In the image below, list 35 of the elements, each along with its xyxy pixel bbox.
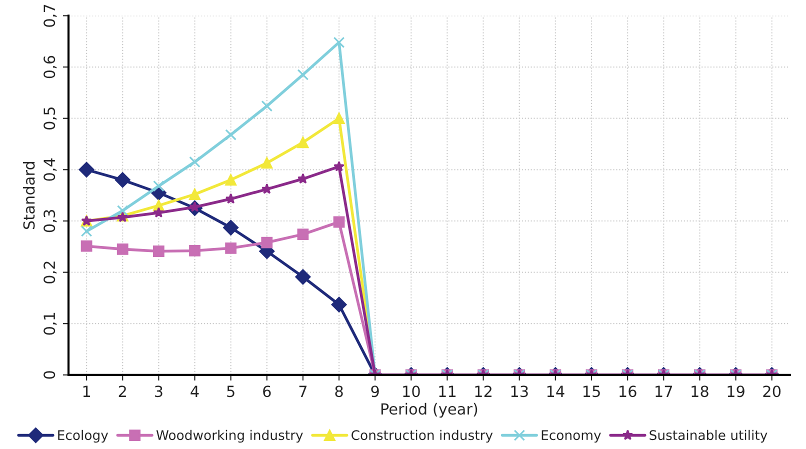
x-tick-label: 11 [439, 386, 456, 397]
x-tick-label: 7 [299, 386, 307, 397]
y-tick-label: 0,5 [44, 108, 57, 130]
y-tick-label: 0,1 [44, 312, 57, 335]
x-axis-title: Period (year) [381, 402, 478, 418]
legend-label: Ecology [58, 430, 108, 443]
x-tick-label: 13 [511, 386, 528, 398]
x-tick-label: 10 [403, 386, 420, 398]
x-tick-label: 5 [227, 386, 234, 398]
y-tick-label: 0,3 [44, 210, 57, 232]
legend-label: Construction industry [352, 430, 493, 443]
x-tick-label: 19 [728, 386, 744, 398]
legend-label: Sustainable utility [650, 430, 768, 443]
x-tick-label: 3 [154, 386, 162, 398]
x-tick-label: 16 [620, 386, 636, 398]
y-tick-label: 0,4 [44, 158, 57, 181]
x-tick-label: 18 [692, 386, 708, 398]
y-tick-label: 0,2 [44, 262, 57, 284]
x-tick-label: 4 [190, 386, 199, 397]
x-tick-label: 12 [475, 386, 492, 397]
y-tick-label: 0 [44, 371, 56, 379]
x-tick-label: 9 [371, 386, 379, 398]
x-tick-label: 20 [763, 386, 781, 398]
x-tick-label: 15 [583, 386, 600, 398]
y-axis-title: Standard [22, 162, 35, 230]
x-tick-label: 14 [547, 386, 564, 397]
y-tick-label: 0,7 [44, 4, 57, 27]
x-tick-label: 2 [118, 386, 126, 397]
x-tick-label: 17 [656, 386, 672, 397]
y-tick-label: 0,6 [44, 56, 57, 78]
x-tick-label: 8 [335, 386, 343, 398]
legend-label: Woodworking industry [156, 430, 303, 443]
legend-label: Economy [542, 430, 601, 443]
x-tick-label: 6 [263, 386, 271, 398]
x-tick-label: 1 [83, 386, 90, 397]
